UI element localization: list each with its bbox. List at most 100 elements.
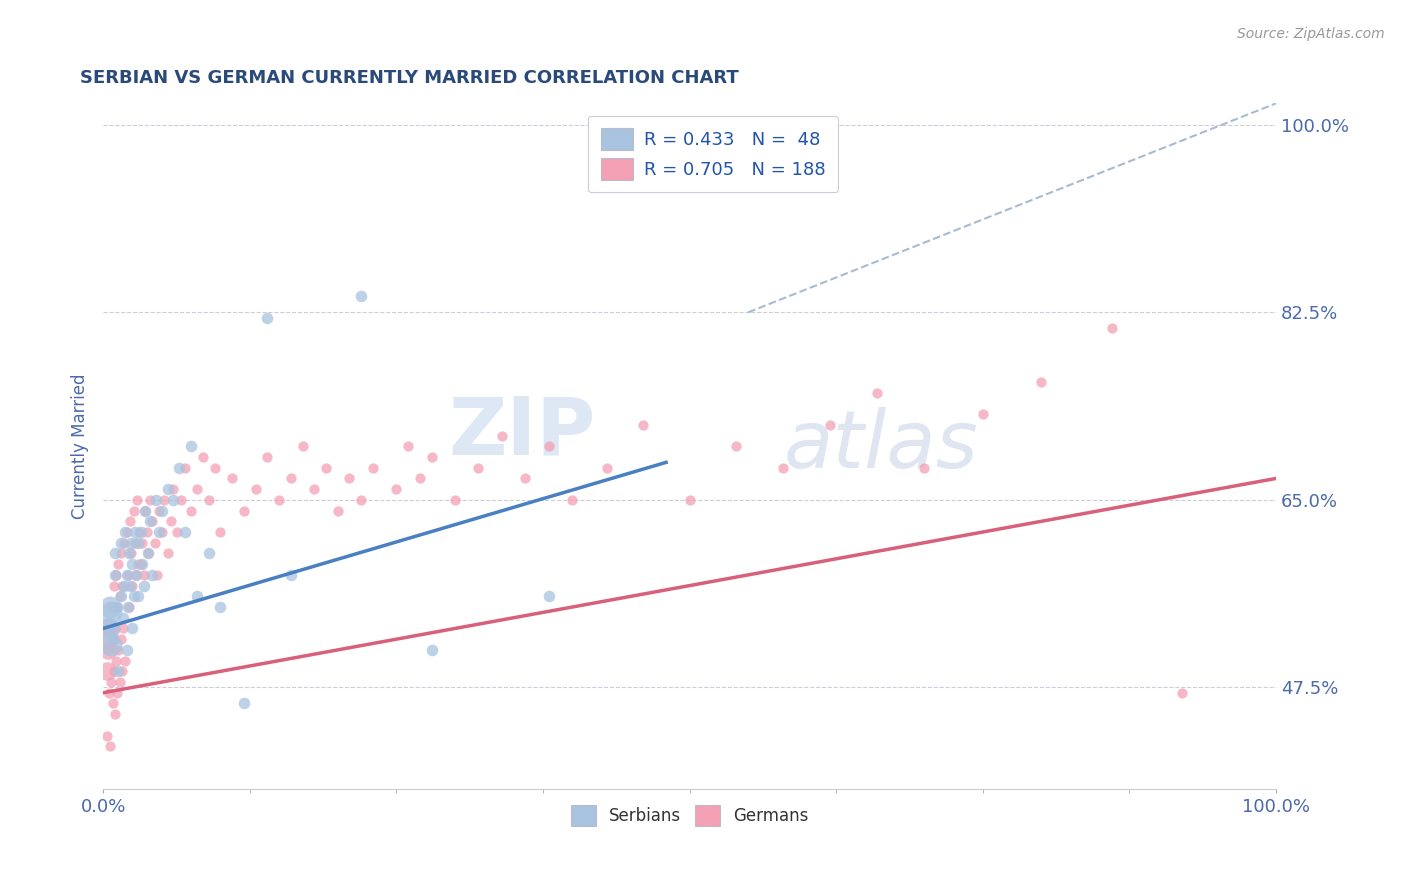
Point — [141, 567, 163, 582]
Point — [191, 450, 214, 464]
Point — [139, 514, 162, 528]
Point — [120, 579, 142, 593]
Point — [105, 600, 128, 615]
Point — [125, 567, 148, 582]
Point — [150, 503, 173, 517]
Point — [112, 535, 135, 549]
Point — [112, 622, 135, 636]
Point — [361, 460, 384, 475]
Point — [174, 460, 197, 475]
Point — [209, 524, 232, 539]
Point — [156, 546, 179, 560]
Point — [561, 492, 583, 507]
Point — [98, 622, 121, 636]
Point — [326, 503, 349, 517]
Point — [866, 385, 889, 400]
Point — [112, 611, 135, 625]
Point — [280, 471, 302, 485]
Point — [420, 450, 443, 464]
Point — [256, 310, 278, 325]
Point — [291, 439, 314, 453]
Point — [141, 514, 163, 528]
Point — [120, 535, 142, 549]
Point — [134, 567, 156, 582]
Point — [107, 643, 129, 657]
Point — [105, 600, 128, 615]
Point — [121, 622, 143, 636]
Point — [110, 535, 132, 549]
Point — [146, 567, 169, 582]
Text: ZIP: ZIP — [449, 393, 596, 472]
Point — [121, 557, 143, 571]
Point — [104, 707, 127, 722]
Point — [110, 632, 132, 647]
Text: SERBIAN VS GERMAN CURRENTLY MARRIED CORRELATION CHART: SERBIAN VS GERMAN CURRENTLY MARRIED CORR… — [80, 69, 738, 87]
Point — [169, 492, 191, 507]
Point — [100, 675, 122, 690]
Point — [100, 638, 122, 652]
Point — [148, 524, 170, 539]
Point — [444, 492, 467, 507]
Point — [105, 654, 128, 668]
Point — [104, 546, 127, 560]
Point — [127, 557, 149, 571]
Point — [1031, 375, 1053, 389]
Point — [145, 492, 167, 507]
Point — [114, 654, 136, 668]
Point — [97, 643, 120, 657]
Point — [101, 632, 124, 647]
Point — [110, 546, 132, 560]
Point — [124, 535, 146, 549]
Point — [128, 524, 150, 539]
Point — [232, 503, 254, 517]
Point — [537, 439, 560, 453]
Point — [124, 524, 146, 539]
Point — [127, 590, 149, 604]
Point — [136, 546, 159, 560]
Point — [131, 557, 153, 571]
Point — [409, 471, 432, 485]
Point — [169, 460, 191, 475]
Point — [385, 482, 408, 496]
Point — [129, 557, 152, 571]
Point — [491, 428, 513, 442]
Point — [98, 622, 121, 636]
Point — [115, 524, 138, 539]
Point — [98, 622, 121, 636]
Y-axis label: Currently Married: Currently Married — [72, 374, 89, 519]
Point — [105, 686, 128, 700]
Point — [820, 417, 842, 432]
Point — [129, 524, 152, 539]
Point — [148, 503, 170, 517]
Text: Source: ZipAtlas.com: Source: ZipAtlas.com — [1237, 27, 1385, 41]
Point — [972, 407, 994, 421]
Point — [131, 535, 153, 549]
Point — [537, 590, 560, 604]
Point — [115, 643, 138, 657]
Point — [107, 665, 129, 679]
Point — [120, 514, 142, 528]
Point — [134, 503, 156, 517]
Point — [162, 482, 184, 496]
Point — [98, 600, 121, 615]
Point — [156, 482, 179, 496]
Point — [103, 665, 125, 679]
Point — [107, 557, 129, 571]
Point — [125, 567, 148, 582]
Point — [101, 632, 124, 647]
Point — [104, 567, 127, 582]
Point — [186, 482, 208, 496]
Point — [631, 417, 654, 432]
Point — [134, 579, 156, 593]
Point — [420, 643, 443, 657]
Point — [221, 471, 243, 485]
Point — [245, 482, 267, 496]
Point — [98, 632, 121, 647]
Point — [162, 492, 184, 507]
Point — [112, 579, 135, 593]
Legend: Serbians, Germans: Serbians, Germans — [564, 798, 815, 832]
Point — [143, 535, 166, 549]
Text: atlas: atlas — [783, 408, 979, 485]
Point — [166, 524, 188, 539]
Point — [180, 503, 202, 517]
